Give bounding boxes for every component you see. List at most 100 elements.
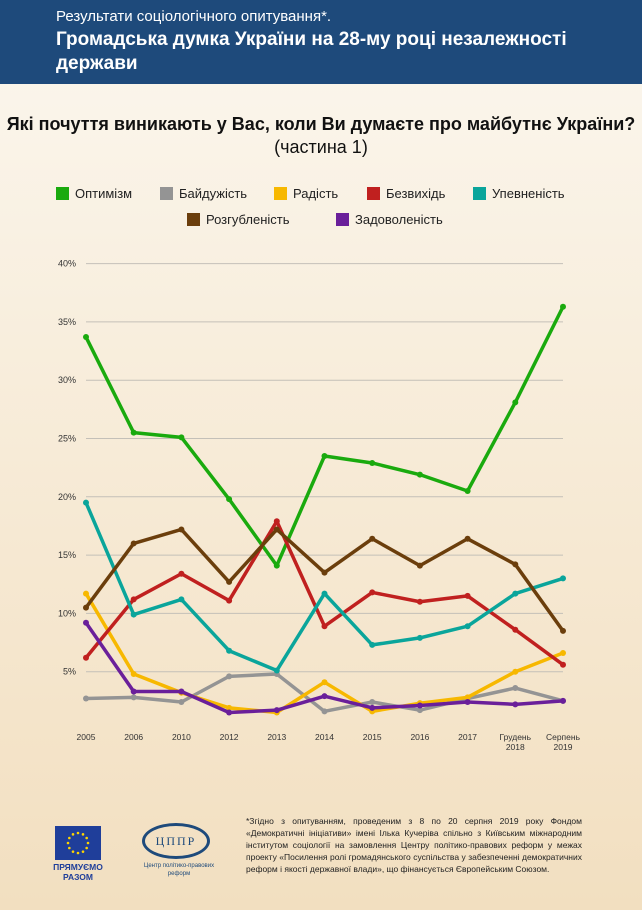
data-point bbox=[416, 702, 423, 709]
data-point bbox=[83, 695, 89, 702]
data-point bbox=[178, 688, 185, 695]
data-point bbox=[130, 429, 137, 436]
data-point bbox=[226, 673, 233, 680]
data-point bbox=[416, 634, 423, 641]
star-icon bbox=[81, 833, 85, 836]
series-line bbox=[84, 527, 565, 632]
data-point bbox=[416, 707, 423, 714]
data-point bbox=[560, 627, 566, 634]
data-point bbox=[226, 597, 233, 604]
data-point bbox=[273, 526, 280, 533]
data-point bbox=[560, 650, 566, 657]
legend-swatch bbox=[160, 187, 173, 200]
x-tick-label: 2012 bbox=[220, 732, 239, 742]
chart-title-part: (частина 1) bbox=[274, 137, 368, 157]
y-tick-label: 15% bbox=[58, 550, 76, 560]
y-tick-label: 20% bbox=[58, 492, 76, 502]
x-tick-label: 2017 bbox=[458, 732, 477, 742]
legend-swatch bbox=[274, 187, 287, 200]
data-point bbox=[130, 688, 137, 695]
x-tick-label: 2005 bbox=[77, 732, 96, 742]
footnote: *Згідно з опитуванням, проведеним з 8 по… bbox=[246, 816, 582, 874]
data-point bbox=[178, 570, 185, 577]
x-tick-label: Грудень bbox=[500, 732, 532, 742]
data-point bbox=[560, 303, 566, 310]
data-point bbox=[512, 561, 519, 568]
y-tick-label: 30% bbox=[58, 375, 76, 385]
x-tick-label: 2010 bbox=[172, 732, 191, 742]
x-tick-label: 2018 bbox=[506, 742, 525, 752]
data-point bbox=[512, 668, 519, 675]
y-tick-label: 35% bbox=[58, 317, 76, 327]
data-point bbox=[369, 459, 376, 466]
data-point bbox=[464, 535, 471, 542]
data-point bbox=[512, 590, 519, 597]
legend-label: Оптимізм bbox=[75, 186, 133, 201]
x-tick-label: 2016 bbox=[410, 732, 429, 742]
data-point bbox=[83, 654, 89, 661]
data-point bbox=[226, 709, 233, 716]
data-point bbox=[273, 707, 280, 714]
data-point bbox=[83, 499, 89, 506]
data-point bbox=[416, 598, 423, 605]
data-point bbox=[226, 704, 233, 711]
cppr-caption: Центр політико-правових реформ bbox=[143, 863, 215, 877]
star-icon bbox=[85, 846, 88, 850]
data-point bbox=[321, 590, 328, 597]
legend-label: Упевненість bbox=[492, 186, 565, 201]
data-point bbox=[464, 699, 471, 706]
data-point bbox=[560, 697, 566, 704]
data-point bbox=[130, 694, 137, 701]
chart-title-main: Які почуття виникають у Вас, коли Ви дум… bbox=[6, 114, 636, 134]
legend-swatch bbox=[336, 213, 349, 226]
data-point bbox=[83, 334, 89, 341]
data-point bbox=[83, 590, 89, 597]
star-icon bbox=[81, 850, 85, 853]
data-point bbox=[464, 487, 471, 494]
eu-logo-text: ПРЯМУЄМО РАЗОМ bbox=[53, 862, 103, 882]
series-5 bbox=[83, 526, 566, 634]
data-point bbox=[321, 569, 328, 576]
star-icon bbox=[76, 851, 80, 855]
legend-label: Радість bbox=[293, 186, 339, 201]
y-tick-label: 10% bbox=[58, 608, 76, 618]
star-icon bbox=[85, 836, 88, 840]
header: Результати соціологічного опитування*. Г… bbox=[0, 0, 642, 84]
legend-swatch bbox=[187, 213, 200, 226]
data-point bbox=[226, 578, 233, 585]
data-point bbox=[464, 592, 471, 599]
data-point bbox=[512, 701, 519, 708]
x-tick-label: 2006 bbox=[124, 732, 143, 742]
legend-label: Безвихідь bbox=[386, 186, 446, 201]
x-tick-label: Серпень bbox=[546, 732, 581, 742]
legend-swatch bbox=[367, 187, 380, 200]
data-point bbox=[464, 623, 471, 630]
data-point bbox=[369, 589, 376, 596]
data-point bbox=[369, 699, 376, 706]
star-icon bbox=[86, 841, 90, 845]
data-point bbox=[369, 704, 376, 711]
legend-item: Оптимізм bbox=[56, 186, 132, 201]
data-point bbox=[512, 685, 519, 692]
data-point bbox=[226, 647, 233, 654]
data-point bbox=[273, 562, 280, 569]
data-point bbox=[321, 693, 328, 700]
data-point bbox=[83, 604, 89, 611]
series-6 bbox=[83, 619, 566, 716]
data-point bbox=[321, 452, 328, 459]
x-tick-label: 2013 bbox=[267, 732, 286, 742]
legend-item: Упевненість bbox=[473, 186, 565, 201]
data-point bbox=[273, 667, 280, 674]
header-title: Громадська думка України на 28-му році н… bbox=[56, 29, 567, 74]
data-point bbox=[369, 641, 376, 648]
data-point bbox=[512, 626, 519, 633]
x-tick-label: 2019 bbox=[554, 742, 573, 752]
legend-label: Задоволеність bbox=[355, 212, 443, 227]
data-point bbox=[226, 496, 233, 503]
series-4 bbox=[83, 499, 566, 674]
data-point bbox=[130, 611, 137, 618]
data-point bbox=[130, 596, 137, 603]
x-tick-label: 2014 bbox=[315, 732, 334, 742]
data-point bbox=[178, 526, 185, 533]
